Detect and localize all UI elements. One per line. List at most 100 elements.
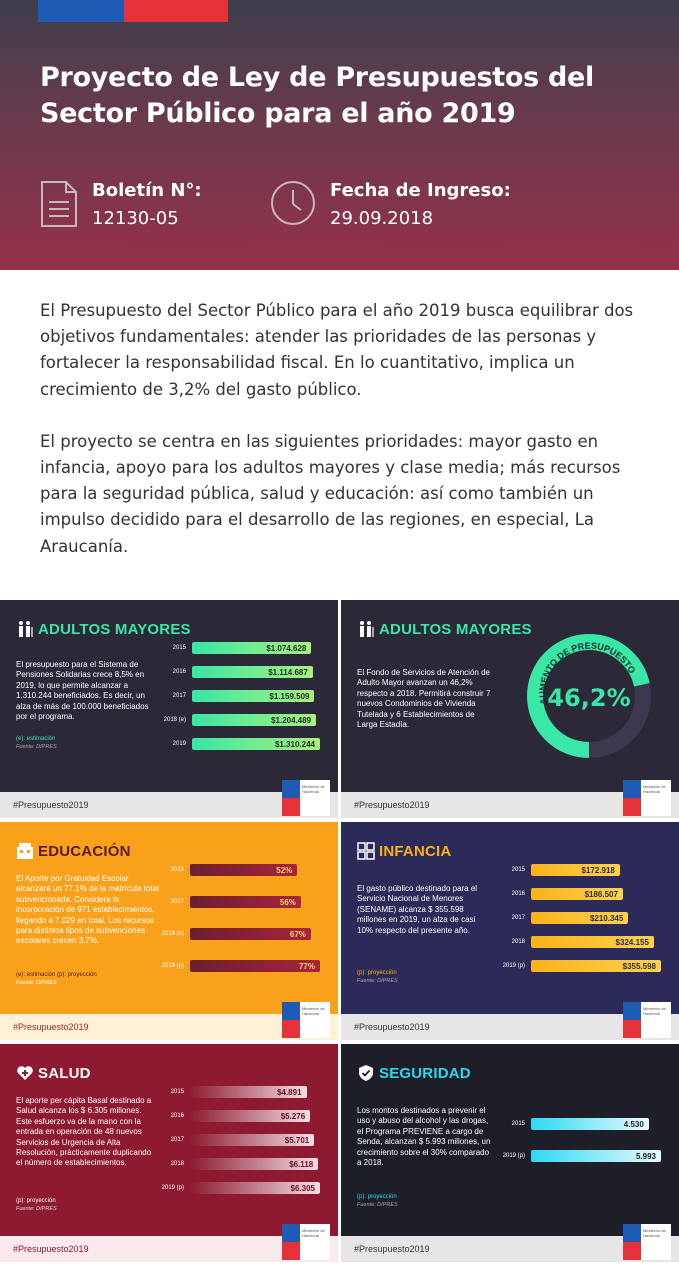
bar-value-label: $1.204.489 <box>271 715 312 725</box>
card-title: SEGURIDAD <box>357 1064 471 1082</box>
bar-year-label: 2018 (e) <box>163 717 186 723</box>
bar-row: 2016 $5.276 <box>171 1110 311 1122</box>
bar-year-label: 2016 <box>172 669 186 675</box>
toy-blocks-icon <box>357 842 375 860</box>
card-footer: #Presupuesto2019 <box>0 792 338 818</box>
bar-row: 2018 (e) 67% <box>162 928 311 940</box>
bar-value-label: $355.598 <box>622 961 656 971</box>
card-description: Los montos destinados a prevenir el uso … <box>357 1106 491 1168</box>
bar: 4.530 <box>531 1118 649 1130</box>
card-source: Fuente: DIPRES <box>16 744 57 750</box>
card-footer: #Presupuesto2019 <box>341 792 679 818</box>
hashtag: #Presupuesto2019 <box>13 800 89 810</box>
card-description: El gasto público destinado para el Servi… <box>357 884 478 935</box>
elderly-people-icon <box>16 620 34 638</box>
bar-row: 2016 $186.507 <box>512 888 623 900</box>
bar: 5.993 <box>531 1150 661 1162</box>
card-footer: #Presupuesto2019 <box>0 1014 338 1040</box>
bar-year-label: 2015 <box>511 867 525 873</box>
intro-paragraph-1: El Presupuesto del Sector Público para e… <box>40 301 634 399</box>
bar: 56% <box>190 896 301 908</box>
bar: 67% <box>190 928 311 940</box>
bar-row: 2016 $1.114.687 <box>173 666 313 678</box>
card-footer: #Presupuesto2019 <box>0 1236 338 1262</box>
intro-paragraph-2: El proyecto se centra en las siguientes … <box>40 431 621 556</box>
bar: $1.159.509 <box>192 690 315 702</box>
bar-year-label: 2017 <box>172 693 186 699</box>
card-source: Fuente: DIPRES <box>16 980 57 986</box>
ministry-logo: Ministerio de Hacienda <box>623 1002 671 1038</box>
bar-year-label: 2015 <box>511 1121 525 1127</box>
card-note: (p): proyección Fuente: DIPRES <box>357 1194 398 1208</box>
bar-row: 2019 (p) $355.598 <box>503 960 661 972</box>
bar-year-label: 2016 <box>170 867 184 873</box>
bar-value-label: $5.701 <box>284 1135 310 1145</box>
school-icon <box>16 842 34 860</box>
card-adultos-mayores-fondo: ADULTOS MAYORES El Fondo de Servicios de… <box>341 600 679 818</box>
bar-row: 2019 (p) $6.305 <box>162 1182 320 1194</box>
bar-row: 2019 (p) 77% <box>162 960 320 972</box>
hashtag: #Presupuesto2019 <box>354 1244 430 1254</box>
fecha-value: 29.09.2018 <box>330 208 434 229</box>
bar-year-label: 2016 <box>170 1113 184 1119</box>
card-infancia: INFANCIA El gasto público destinado para… <box>341 822 679 1040</box>
card-source: Fuente: DIPRES <box>357 978 398 984</box>
bar: $186.507 <box>531 888 623 900</box>
flag-stripe <box>38 0 228 22</box>
boletin-block: Boletín N°: 12130-05 <box>40 180 202 233</box>
bar-year-label: 2019 (p) <box>502 1153 525 1159</box>
card-title: EDUCACIÓN <box>16 842 131 860</box>
bar-value-label: $1.310.244 <box>274 739 315 749</box>
card-note: (p): proyección Fuente: DIPRES <box>357 970 398 984</box>
bar-row: 2017 $210.345 <box>512 912 629 924</box>
bar-year-label: 2019 (p) <box>161 963 184 969</box>
percent-ring-arc <box>527 634 651 758</box>
bar: $324.155 <box>531 936 654 948</box>
card-salud: SALUD El aporte per cápita Basal destina… <box>0 1044 338 1262</box>
bar-year-label: 2017 <box>170 1137 184 1143</box>
bar-row: 2018 $324.155 <box>512 936 654 948</box>
ministry-logo: Ministerio de Hacienda <box>282 780 330 816</box>
bar-row: 2019 (p) 5.993 <box>503 1150 661 1162</box>
card-note: (e): estimación Fuente: DIPRES <box>16 736 57 750</box>
bar: $172.918 <box>531 864 620 876</box>
hashtag: #Presupuesto2019 <box>354 800 430 810</box>
bar: $5.701 <box>190 1134 315 1146</box>
card-note: (p): proyección Fuente: DIPRES <box>16 1198 57 1212</box>
card-seguridad: SEGURIDAD Los montos destinados a preven… <box>341 1044 679 1262</box>
bar-year-label: 2018 <box>511 939 525 945</box>
fecha-label: Fecha de Ingreso: <box>330 180 511 201</box>
bar-value-label: $4.891 <box>277 1087 302 1097</box>
bar: $5.276 <box>190 1110 311 1122</box>
bar-year-label: 2019 (p) <box>502 963 525 969</box>
page-title: Proyecto de Ley de Presupuestos del Sect… <box>40 62 594 129</box>
bar-row: 2015 $4.891 <box>171 1086 307 1098</box>
bar: $1.310.244 <box>192 738 320 750</box>
heart-plus-icon <box>16 1064 34 1082</box>
bar-value-label: 77% <box>298 961 315 971</box>
card-footer: #Presupuesto2019 <box>341 1014 679 1040</box>
bar-year-label: 2018 (e) <box>161 931 184 937</box>
card-source: Fuente: DIPRES <box>16 1206 57 1212</box>
hashtag: #Presupuesto2019 <box>13 1022 89 1032</box>
bar-year-label: 2016 <box>511 891 525 897</box>
card-educacion: EDUCACIÓN El Aporte por Gratuidad Escola… <box>0 822 338 1040</box>
bar-value-label: $6.305 <box>290 1183 315 1193</box>
bar: $1.074.628 <box>192 642 312 654</box>
document-icon <box>40 180 78 233</box>
bar: 77% <box>190 960 320 972</box>
bar-year-label: 2015 <box>172 645 186 651</box>
bar-value-label: $1.159.509 <box>269 691 310 701</box>
bar: $355.598 <box>531 960 661 972</box>
card-footer: #Presupuesto2019 <box>341 1236 679 1262</box>
infographic-grid: ADULTOS MAYORES El presupuesto para el S… <box>0 600 679 1269</box>
bar-year-label: 2018 <box>170 1161 184 1167</box>
card-title: INFANCIA <box>357 842 451 860</box>
bar-value-label: 5.993 <box>635 1151 656 1161</box>
ministry-logo: Ministerio de Hacienda <box>282 1224 330 1260</box>
card-source: Fuente: DIPRES <box>357 1202 398 1208</box>
bar-row: 2015 4.530 <box>512 1118 649 1130</box>
bar-year-label: 2019 <box>172 741 186 747</box>
bar-row: 2015 $1.074.628 <box>173 642 312 654</box>
bar-year-label: 2017 <box>511 915 525 921</box>
